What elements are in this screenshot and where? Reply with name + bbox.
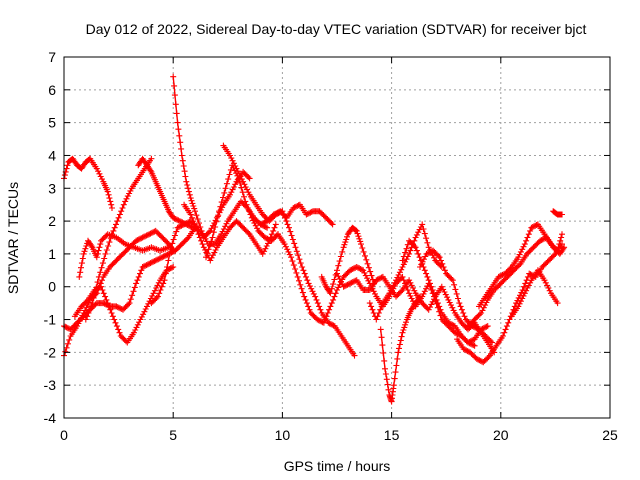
series-track-11 [203, 162, 281, 261]
series-track-20 [417, 247, 496, 346]
y-tick-label: -3 [44, 377, 57, 393]
y-tick-label: 0 [48, 279, 56, 295]
chart-title: Day 012 of 2022, Sidereal Day-to-day VTE… [86, 21, 587, 37]
data-point-markers [318, 224, 378, 297]
series-line [74, 266, 174, 344]
y-tick-label: -2 [44, 344, 57, 360]
data-point-markers [476, 221, 565, 310]
data-point-markers [76, 231, 172, 280]
series-track-16 [334, 270, 498, 356]
x-tick-label: 20 [493, 427, 509, 443]
series-track-24 [508, 267, 561, 320]
y-tick-label: 3 [48, 180, 56, 196]
data-point-markers [508, 267, 561, 320]
y-tick-label: 5 [48, 115, 56, 131]
data-point-markers [203, 162, 281, 261]
y-tick-label: -4 [44, 410, 57, 426]
y-tick-label: 7 [48, 49, 56, 65]
data-point-markers [465, 234, 568, 330]
data-point-markers [377, 293, 423, 405]
series-line [380, 295, 421, 403]
series-track-25 [550, 208, 565, 218]
data-point-markers [334, 270, 498, 356]
data-point-markers [366, 221, 445, 323]
x-tick-label: 25 [602, 427, 618, 443]
y-tick-label: -1 [44, 312, 57, 328]
series-track-13 [257, 201, 336, 228]
x-axis-label: GPS time / hours [284, 458, 391, 474]
data-point-markers [550, 208, 565, 218]
series-line [150, 171, 251, 304]
data-point-markers [82, 155, 155, 323]
y-tick-label: 6 [48, 82, 56, 98]
series-track-19 [399, 237, 478, 349]
x-tick-label: 0 [60, 427, 68, 443]
y-tick-label: 1 [48, 246, 56, 262]
series-track-1 [61, 155, 115, 211]
grid [64, 57, 610, 418]
x-tick-label: 15 [384, 427, 400, 443]
data-point-markers [61, 155, 115, 211]
series-track-18 [366, 221, 445, 323]
series-track-22 [465, 234, 568, 330]
data-point-markers [181, 201, 279, 264]
y-tick-label: 4 [48, 147, 56, 163]
series-track-10 [181, 201, 279, 264]
data-series [61, 73, 568, 405]
x-tick-label: 10 [275, 427, 291, 443]
series-track-17 [377, 293, 423, 405]
series-track-23 [476, 221, 565, 310]
data-point-markers [417, 247, 496, 346]
data-point-markers [257, 201, 336, 228]
y-tick-label: 2 [48, 213, 56, 229]
axis-ticks [63, 56, 611, 419]
data-point-markers [399, 237, 478, 349]
y-axis-label: SDTVAR / TECUs [5, 182, 21, 294]
tick-labels: 0 5 10 15 20 25 -4 -3 -2 -1 0 1 2 3 4 5 6 7 [44, 49, 618, 443]
series-track-6 [82, 155, 155, 323]
plot-frame [63, 56, 611, 419]
series-track-15 [318, 224, 378, 297]
x-tick-label: 5 [169, 427, 177, 443]
